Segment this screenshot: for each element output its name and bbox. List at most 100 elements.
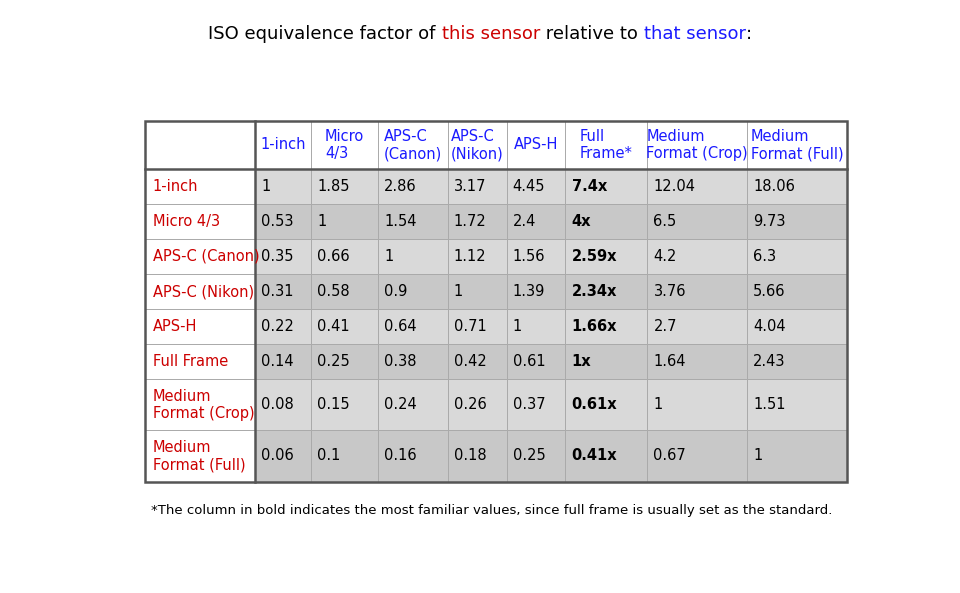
Bar <box>255 274 311 309</box>
Text: 0.67: 0.67 <box>654 448 686 464</box>
Text: 0.61: 0.61 <box>513 354 545 369</box>
Bar <box>311 239 378 274</box>
Text: APS-C (Nikon): APS-C (Nikon) <box>153 284 253 299</box>
Bar <box>447 431 507 482</box>
Text: 2.43: 2.43 <box>754 354 786 369</box>
Text: 0.25: 0.25 <box>317 354 349 369</box>
Bar <box>507 431 565 482</box>
Bar <box>311 121 378 169</box>
Bar <box>447 309 507 344</box>
Text: 0.24: 0.24 <box>384 397 417 412</box>
Text: *The column in bold indicates the most familiar values, since full frame is usua: *The column in bold indicates the most f… <box>152 503 832 517</box>
Text: 3.76: 3.76 <box>654 284 686 299</box>
Text: 1: 1 <box>754 448 762 464</box>
Text: 1: 1 <box>317 214 326 229</box>
Text: 2.4: 2.4 <box>513 214 536 229</box>
Bar <box>311 309 378 344</box>
Bar <box>747 431 847 482</box>
Bar <box>311 431 378 482</box>
Text: 0.66: 0.66 <box>317 249 349 264</box>
Text: APS-C
(Nikon): APS-C (Nikon) <box>450 129 503 161</box>
Text: 0.58: 0.58 <box>317 284 349 299</box>
Bar <box>378 274 447 309</box>
Text: 1-inch: 1-inch <box>260 138 306 152</box>
Text: 18.06: 18.06 <box>754 178 795 194</box>
Text: APS-H: APS-H <box>514 138 558 152</box>
Text: 9.73: 9.73 <box>754 214 786 229</box>
Text: 4x: 4x <box>571 214 591 229</box>
Bar <box>378 344 447 380</box>
Text: Medium
Format (Full): Medium Format (Full) <box>751 129 843 161</box>
Text: 1: 1 <box>384 249 394 264</box>
Bar <box>378 431 447 482</box>
Text: 4.2: 4.2 <box>654 249 677 264</box>
Bar <box>255 239 311 274</box>
Text: 2.59x: 2.59x <box>571 249 617 264</box>
Text: 7.4x: 7.4x <box>571 178 607 194</box>
Bar <box>378 380 447 431</box>
Bar <box>565 239 647 274</box>
Bar <box>378 121 447 169</box>
Bar <box>145 431 255 482</box>
Bar <box>378 309 447 344</box>
Text: 0.22: 0.22 <box>261 319 295 334</box>
Bar <box>507 309 565 344</box>
Text: this sensor: this sensor <box>442 25 540 43</box>
Text: 1.54: 1.54 <box>384 214 417 229</box>
Bar <box>747 344 847 380</box>
Text: 1.51: 1.51 <box>754 397 786 412</box>
Bar <box>255 309 311 344</box>
Bar <box>565 274 647 309</box>
Bar <box>647 309 747 344</box>
Bar <box>311 344 378 380</box>
Text: 6.5: 6.5 <box>654 214 677 229</box>
Text: 3.17: 3.17 <box>454 178 487 194</box>
Text: 0.42: 0.42 <box>454 354 487 369</box>
Text: 2.86: 2.86 <box>384 178 417 194</box>
Bar <box>507 204 565 239</box>
Text: Micro
4/3: Micro 4/3 <box>324 129 364 161</box>
Bar <box>507 239 565 274</box>
Bar <box>565 204 647 239</box>
Text: 4.45: 4.45 <box>513 178 545 194</box>
Text: 0.64: 0.64 <box>384 319 417 334</box>
Text: relative to: relative to <box>540 25 643 43</box>
Text: 1.64: 1.64 <box>654 354 686 369</box>
Text: 0.9: 0.9 <box>384 284 408 299</box>
Bar <box>447 121 507 169</box>
Text: 0.61x: 0.61x <box>571 397 617 412</box>
Bar <box>747 204 847 239</box>
Text: 0.1: 0.1 <box>317 448 341 464</box>
Text: 12.04: 12.04 <box>654 178 695 194</box>
Bar <box>747 239 847 274</box>
Text: APS-C (Canon): APS-C (Canon) <box>153 249 259 264</box>
Bar <box>747 169 847 204</box>
Bar <box>311 204 378 239</box>
Bar <box>747 121 847 169</box>
Bar <box>647 431 747 482</box>
Text: Full
Frame*: Full Frame* <box>580 129 633 161</box>
Bar <box>255 169 311 204</box>
Text: 1.72: 1.72 <box>454 214 487 229</box>
Text: :: : <box>746 25 752 43</box>
Bar <box>647 239 747 274</box>
Text: 0.41: 0.41 <box>317 319 349 334</box>
Bar <box>647 121 747 169</box>
Text: 1: 1 <box>654 397 662 412</box>
Bar <box>565 121 647 169</box>
Text: 2.34x: 2.34x <box>571 284 617 299</box>
Bar <box>311 380 378 431</box>
Text: 0.18: 0.18 <box>454 448 487 464</box>
Bar <box>145 121 255 169</box>
Bar <box>255 431 311 482</box>
Bar <box>255 204 311 239</box>
Bar <box>647 344 747 380</box>
Text: Medium
Format (Crop): Medium Format (Crop) <box>646 129 748 161</box>
Bar <box>647 274 747 309</box>
Text: 1.56: 1.56 <box>513 249 545 264</box>
Bar <box>145 344 255 380</box>
Bar <box>145 204 255 239</box>
Text: 1: 1 <box>454 284 463 299</box>
Text: 0.08: 0.08 <box>261 397 294 412</box>
Bar <box>647 169 747 204</box>
